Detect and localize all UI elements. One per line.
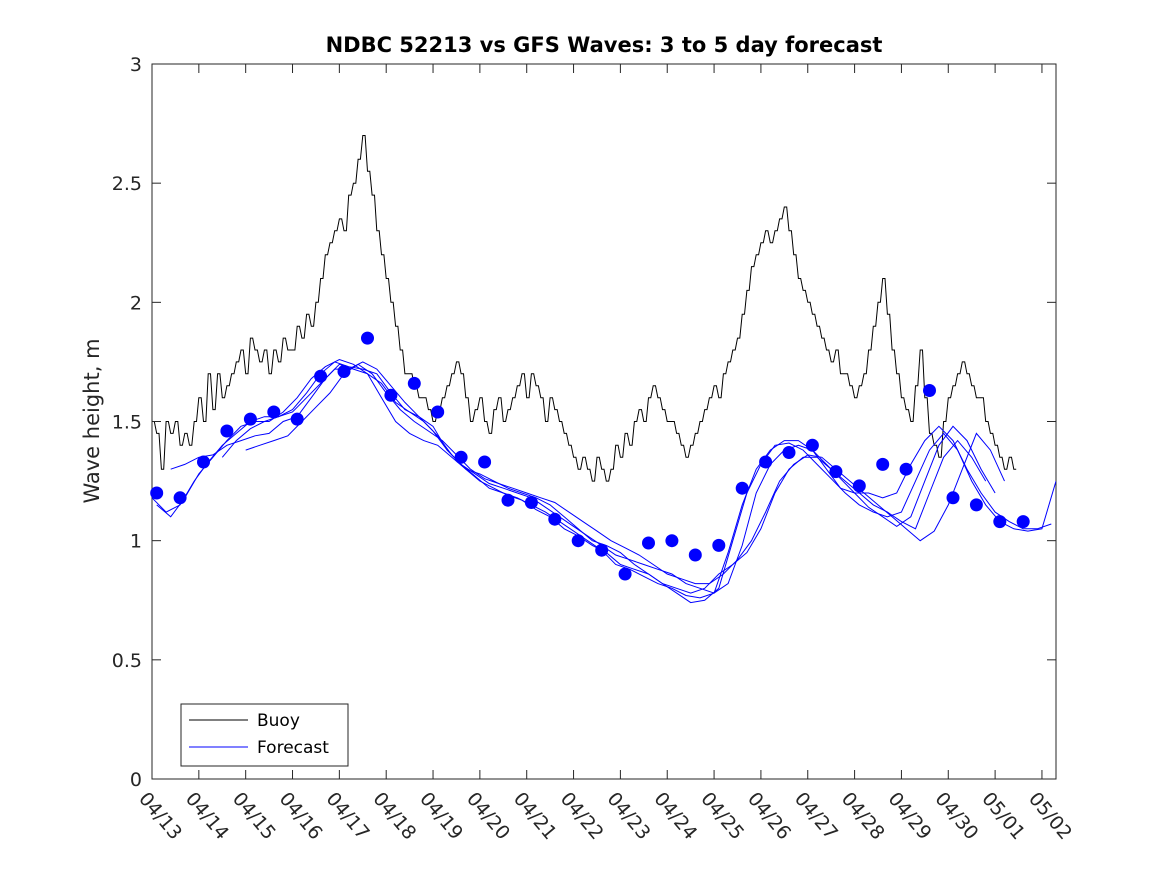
forecast-marker [431,405,445,419]
forecast-marker [454,450,468,464]
legend-buoy-label: Buoy [257,711,300,731]
plot-area [151,63,1057,780]
buoy-series [152,135,1017,482]
forecast-marker [665,534,679,548]
forecast-marker [150,486,164,500]
forecast-marker [923,384,936,397]
forecast-marker [782,446,796,459]
forecast-marker [290,412,304,426]
forecast-marker [993,515,1007,529]
forecast-marker [407,376,421,390]
forecast-marker [524,496,538,509]
forecast-marker [220,424,234,438]
y-tick-label: 0.5 [112,650,142,672]
forecast-marker [899,462,913,476]
forecast-marker [876,457,890,471]
forecast-marker [1016,515,1030,529]
forecast-marker [571,534,585,548]
legend: Buoy Forecast [180,703,349,767]
y-tick-label: 2 [130,292,142,314]
forecast-markers [150,331,1030,581]
forecast-marker [829,465,843,479]
forecast-marker [501,493,515,507]
y-tick-label: 3 [130,54,142,76]
forecast-marker [173,491,187,505]
forecast-marker [712,538,726,552]
y-axis-label: Wave height, m [80,338,104,503]
forecast-marker [243,412,257,426]
forecast-marker [852,479,866,493]
forecast-marker [197,455,210,469]
forecast-marker [642,536,655,550]
forecast-marker [361,331,374,345]
forecast-line-5 [245,363,1005,585]
chart-title: NDBC 52213 vs GFS Waves: 3 to 5 day fore… [326,33,883,57]
legend-forecast-label: Forecast [257,738,329,758]
forecast-marker [384,388,398,402]
forecast-marker [946,491,960,505]
y-tick-label: 1 [130,531,142,553]
forecast-marker [969,498,983,512]
forecast-marker [805,438,819,452]
forecast-marker [267,405,281,419]
legend-box [180,703,349,767]
y-tick-label: 0 [130,769,142,791]
forecast-marker [759,455,773,469]
forecast-line-4 [170,363,987,594]
y-tick-label: 2.5 [112,173,142,195]
forecast-marker [337,365,351,378]
forecast-marker [548,512,562,526]
forecast-marker [618,567,632,581]
forecast-marker [595,543,609,557]
y-tick-label: 1.5 [112,412,142,434]
forecast-marker [478,455,492,469]
forecast-marker [735,481,749,495]
forecast-marker [314,369,328,383]
buoy-line [152,135,1017,482]
forecast-marker [688,548,702,562]
